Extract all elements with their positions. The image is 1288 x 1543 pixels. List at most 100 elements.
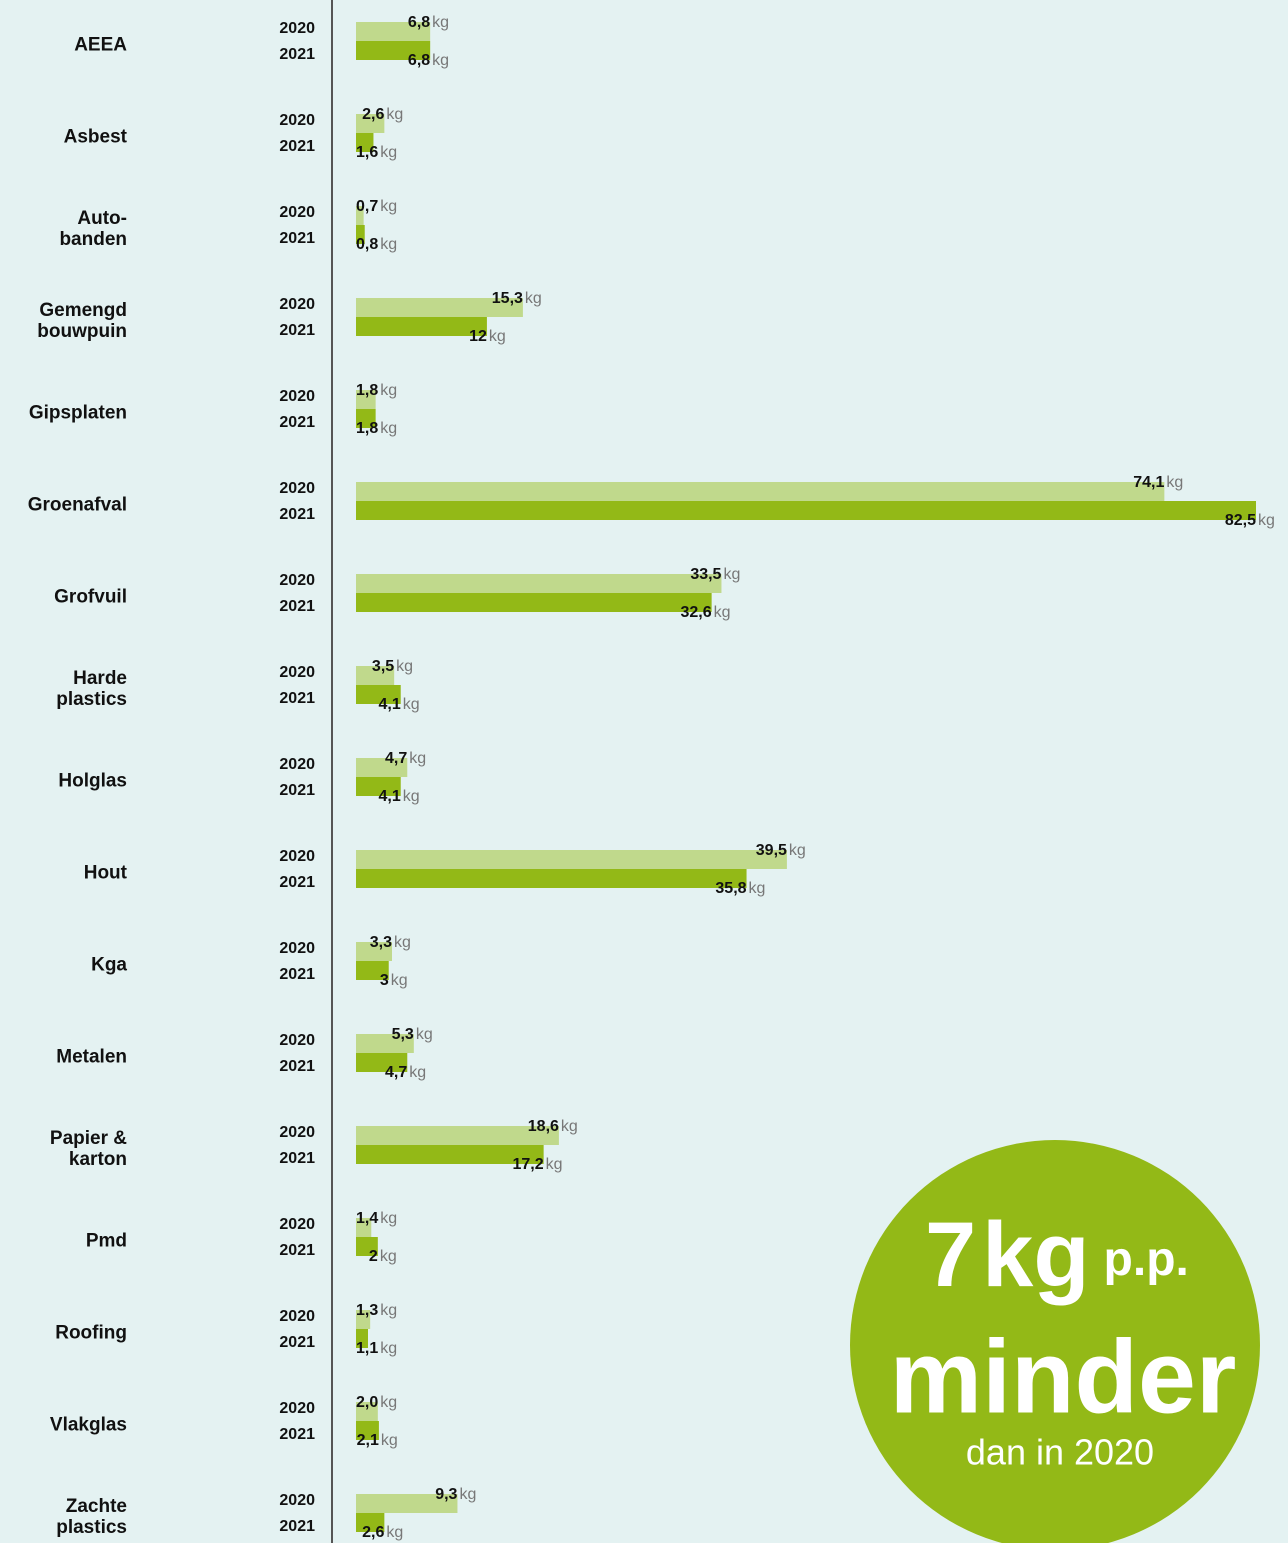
value-unit: kg [1166, 474, 1183, 491]
category-label: Groenafval [0, 495, 127, 516]
year-label: 2020 [279, 848, 315, 865]
value-label: 3,3kg [370, 934, 411, 951]
value-label: 82,5kg [1225, 512, 1275, 529]
year-label: 2021 [279, 322, 315, 339]
value-number: 5,3 [392, 1026, 414, 1043]
category-label: Gipsplaten [0, 403, 127, 424]
year-label: 2020 [279, 480, 315, 497]
year-label: 2020 [279, 664, 315, 681]
year-label: 2020 [279, 1216, 315, 1233]
value-number: 39,5 [756, 842, 787, 859]
value-unit: kg [432, 52, 449, 69]
value-number: 1,8 [356, 420, 378, 437]
year-label: 2020 [279, 1124, 315, 1141]
category-label: Gemengd bouwpuin [0, 300, 127, 342]
value-number: 4,1 [378, 696, 400, 713]
year-label: 2021 [279, 1426, 315, 1443]
category-label: AEEA [0, 35, 127, 56]
year-label: 2021 [279, 46, 315, 63]
value-unit: kg [380, 1302, 397, 1319]
value-number: 33,5 [690, 566, 721, 583]
category-label: Papier & karton [0, 1128, 127, 1170]
value-unit: kg [714, 604, 731, 621]
year-label: 2021 [279, 874, 315, 891]
year-label: 2021 [279, 966, 315, 983]
year-label: 2021 [279, 598, 315, 615]
value-number: 1,1 [356, 1340, 378, 1357]
year-label: 2021 [279, 1242, 315, 1259]
bar [356, 482, 1164, 501]
value-number: 9,3 [435, 1486, 457, 1503]
value-number: 0,7 [356, 198, 378, 215]
value-number: 4,7 [385, 1064, 407, 1081]
year-label: 2020 [279, 1492, 315, 1509]
callout-suffix: p.p. [1104, 1233, 1189, 1286]
bar [356, 501, 1256, 520]
year-label: 2021 [279, 1334, 315, 1351]
value-unit: kg [380, 420, 397, 437]
year-label: 2020 [279, 1032, 315, 1049]
value-number: 3,5 [372, 658, 394, 675]
value-number: 35,8 [715, 880, 746, 897]
value-unit: kg [380, 1248, 397, 1265]
year-label: 2020 [279, 1308, 315, 1325]
value-unit: kg [416, 1026, 433, 1043]
value-number: 1,4 [356, 1210, 378, 1227]
category-label: Hout [0, 863, 127, 884]
page: 2020 6,8kg 2021 6,8kg 2020 2,6kg 2021 1,6kg 2020… [0, 0, 1288, 1543]
bar [356, 317, 487, 336]
category-label: Holglas [0, 771, 127, 792]
year-label: 2020 [279, 756, 315, 773]
category-label: Zachte plastics [0, 1496, 127, 1538]
callout-number: 7 [925, 1204, 976, 1306]
value-unit: kg [525, 290, 542, 307]
year-label: 2021 [279, 1058, 315, 1075]
year-label: 2020 [279, 112, 315, 129]
callout-unit: kg [982, 1204, 1089, 1306]
value-number: 32,6 [680, 604, 711, 621]
value-number: 4,7 [385, 750, 407, 767]
value-unit: kg [380, 382, 397, 399]
value-label: 6,8kg [408, 14, 449, 31]
value-label: 1,1kg [356, 1340, 397, 1357]
value-number: 12 [469, 328, 487, 345]
category-label: Asbest [0, 127, 127, 148]
category-label: Roofing [0, 1323, 127, 1344]
year-label: 2020 [279, 204, 315, 221]
year-label: 2021 [279, 782, 315, 799]
year-label: 2021 [279, 506, 315, 523]
value-number: 18,6 [528, 1118, 559, 1135]
value-number: 3,3 [370, 934, 392, 951]
value-label: 2,6kg [362, 106, 403, 123]
year-label: 2021 [279, 414, 315, 431]
value-label: 3,5kg [372, 658, 413, 675]
year-label: 2020 [279, 1400, 315, 1417]
value-number: 15,3 [492, 290, 523, 307]
value-unit: kg [386, 106, 403, 123]
value-unit: kg [561, 1118, 578, 1135]
value-number: 2,0 [356, 1394, 378, 1411]
value-unit: kg [546, 1156, 563, 1173]
value-unit: kg [386, 1524, 403, 1541]
chart: 2020 6,8kg 2021 6,8kg 2020 2,6kg 2021 1,6kg 2020… [0, 0, 1288, 1543]
value-unit: kg [723, 566, 740, 583]
category-label: Grofvuil [0, 587, 127, 608]
value-unit: kg [391, 972, 408, 989]
value-label: 35,8kg [715, 880, 765, 897]
category-label: Auto- banden [0, 208, 127, 250]
value-unit: kg [403, 696, 420, 713]
value-unit: kg [380, 1210, 397, 1227]
